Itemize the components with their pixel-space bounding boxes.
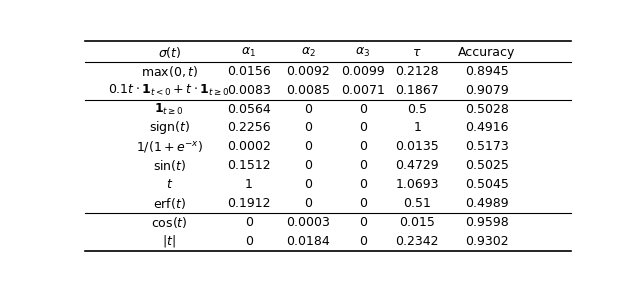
Text: $|t|$: $|t|$ — [163, 233, 176, 249]
Text: 0.0002: 0.0002 — [227, 140, 271, 153]
Text: 0: 0 — [358, 235, 367, 248]
Text: 0: 0 — [358, 159, 367, 172]
Text: 0: 0 — [358, 178, 367, 191]
Text: 0.015: 0.015 — [399, 216, 435, 229]
Text: $\cos(t)$: $\cos(t)$ — [151, 215, 188, 230]
Text: 0.0083: 0.0083 — [227, 84, 271, 97]
Text: 0.2256: 0.2256 — [227, 122, 271, 134]
Text: 0.0099: 0.0099 — [341, 65, 385, 78]
Text: $1/(1+e^{-x})$: $1/(1+e^{-x})$ — [136, 139, 203, 154]
Text: $\mathbf{1}_{t\geq0}$: $\mathbf{1}_{t\geq0}$ — [154, 101, 184, 117]
Text: 0.9598: 0.9598 — [465, 216, 509, 229]
Text: 0.0003: 0.0003 — [286, 216, 330, 229]
Text: $\alpha_1$: $\alpha_1$ — [241, 46, 256, 59]
Text: $\sigma(t)$: $\sigma(t)$ — [157, 45, 181, 60]
Text: 0.2342: 0.2342 — [396, 235, 439, 248]
Text: 0.0156: 0.0156 — [227, 65, 271, 78]
Text: $\mathrm{erf}(t)$: $\mathrm{erf}(t)$ — [153, 196, 186, 211]
Text: 0.0092: 0.0092 — [286, 65, 330, 78]
Text: 0.9079: 0.9079 — [465, 84, 509, 97]
Text: 0.5025: 0.5025 — [465, 159, 509, 172]
Text: 0.1512: 0.1512 — [227, 159, 271, 172]
Text: 0: 0 — [304, 197, 312, 210]
Text: Accuracy: Accuracy — [458, 46, 515, 59]
Text: 0: 0 — [358, 197, 367, 210]
Text: 0.0564: 0.0564 — [227, 103, 271, 116]
Text: $0.1t\cdot\mathbf{1}_{t<0}+t\cdot\mathbf{1}_{t\geq0}$: $0.1t\cdot\mathbf{1}_{t<0}+t\cdot\mathbf… — [108, 82, 230, 98]
Text: 0.5173: 0.5173 — [465, 140, 509, 153]
Text: 0.8945: 0.8945 — [465, 65, 509, 78]
Text: 0.51: 0.51 — [403, 197, 431, 210]
Text: 0.0135: 0.0135 — [396, 140, 439, 153]
Text: 1: 1 — [413, 122, 421, 134]
Text: 0.4989: 0.4989 — [465, 197, 509, 210]
Text: $\sin(t)$: $\sin(t)$ — [152, 158, 186, 173]
Text: 0: 0 — [304, 140, 312, 153]
Text: 0: 0 — [358, 216, 367, 229]
Text: 1.0693: 1.0693 — [396, 178, 439, 191]
Text: 0.5045: 0.5045 — [465, 178, 509, 191]
Text: 0: 0 — [244, 216, 253, 229]
Text: 0: 0 — [358, 122, 367, 134]
Text: 0.5028: 0.5028 — [465, 103, 509, 116]
Text: 0.5: 0.5 — [407, 103, 428, 116]
Text: 0: 0 — [244, 235, 253, 248]
Text: 0: 0 — [358, 140, 367, 153]
Text: 0: 0 — [358, 103, 367, 116]
Text: 0: 0 — [304, 103, 312, 116]
Text: 0: 0 — [304, 159, 312, 172]
Text: 0: 0 — [304, 122, 312, 134]
Text: 0.0184: 0.0184 — [286, 235, 330, 248]
Text: $\mathrm{sign}(t)$: $\mathrm{sign}(t)$ — [148, 119, 190, 136]
Text: $\alpha_3$: $\alpha_3$ — [355, 46, 371, 59]
Text: 0.2128: 0.2128 — [396, 65, 439, 78]
Text: 0: 0 — [304, 178, 312, 191]
Text: $\alpha_2$: $\alpha_2$ — [301, 46, 316, 59]
Text: 1: 1 — [244, 178, 253, 191]
Text: 0.0071: 0.0071 — [340, 84, 385, 97]
Text: $t$: $t$ — [166, 178, 173, 191]
Text: 0.1912: 0.1912 — [227, 197, 270, 210]
Text: $\tau$: $\tau$ — [413, 46, 422, 59]
Text: 0.1867: 0.1867 — [396, 84, 439, 97]
Text: 0.4729: 0.4729 — [396, 159, 439, 172]
Text: 0.4916: 0.4916 — [465, 122, 508, 134]
Text: 0.9302: 0.9302 — [465, 235, 509, 248]
Text: 0.0085: 0.0085 — [286, 84, 330, 97]
Text: $\max(0,t)$: $\max(0,t)$ — [141, 64, 198, 79]
